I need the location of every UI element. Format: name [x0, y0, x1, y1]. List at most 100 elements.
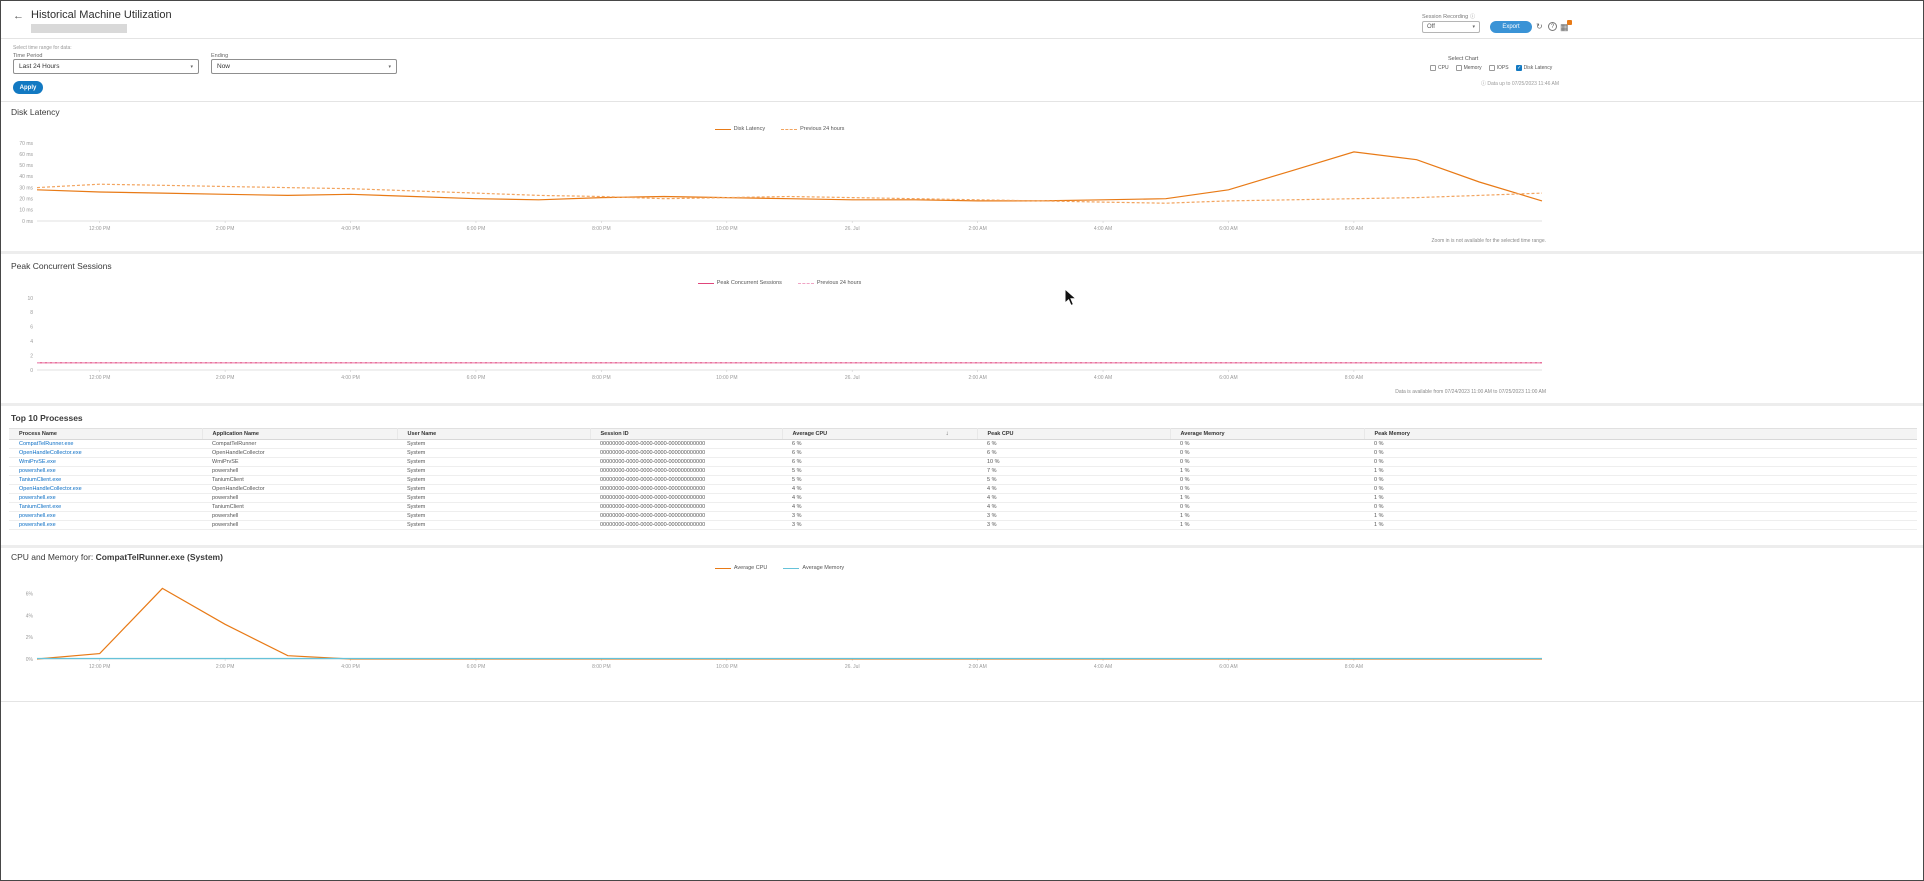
- svg-text:26. Jul: 26. Jul: [845, 375, 860, 381]
- process-name-link[interactable]: powershell.exe: [9, 511, 202, 521]
- footer-divider: [1, 701, 1923, 702]
- svg-text:10: 10: [27, 296, 33, 302]
- select-chart-label: Select Chart: [1448, 56, 1479, 62]
- legend-line-swatch: [797, 282, 814, 284]
- legend-item[interactable]: Previous 24 hours: [781, 126, 844, 132]
- svg-text:6:00 AM: 6:00 AM: [1219, 226, 1237, 232]
- table-cell: CompatTelRunner: [202, 439, 397, 449]
- session-recording-label: Session Recording ⓘ: [1422, 13, 1475, 21]
- machine-name-redacted: [31, 24, 127, 33]
- legend-item[interactable]: Average Memory: [783, 565, 844, 571]
- process-name-link[interactable]: powershell.exe: [9, 520, 202, 530]
- chart-option-label: IOPS: [1496, 65, 1509, 71]
- table-row[interactable]: WmiPrvSE.exe WmiPrvSE System 00000000-0000-…: [9, 457, 1917, 467]
- svg-text:6%: 6%: [26, 592, 34, 598]
- table-cell: 4 %: [782, 493, 977, 503]
- svg-text:4: 4: [30, 339, 33, 345]
- ending-dropdown[interactable]: Now ▾: [211, 59, 397, 74]
- section-separator: [1, 545, 1923, 548]
- section-separator: [1, 403, 1923, 406]
- table-cell: 1 %: [1364, 511, 1917, 521]
- time-range-caption: Select time range for data:: [13, 45, 72, 51]
- legend-label: Disk Latency: [733, 126, 766, 132]
- process-table: Process Name Application Name User Name Ses…: [9, 428, 1917, 530]
- chart-option-memory[interactable]: Memory: [1455, 65, 1482, 71]
- back-arrow-icon[interactable]: ←: [13, 10, 24, 22]
- zoom-note: Zoom in is not available for the selecte…: [1431, 238, 1546, 244]
- process-name-link[interactable]: TaniumClient.exe: [9, 502, 202, 512]
- svg-text:20 ms: 20 ms: [19, 197, 33, 203]
- column-header-session-id[interactable]: Session ID: [590, 428, 783, 440]
- data-up-to: ⓘ Data up to 07/25/2023 11:46 AM: [1381, 80, 1559, 87]
- legend-label: Average Memory: [802, 565, 845, 571]
- svg-text:60 ms: 60 ms: [19, 152, 33, 158]
- apply-button[interactable]: Apply: [13, 81, 43, 94]
- column-header-peak-memory[interactable]: Peak Memory: [1364, 428, 1917, 440]
- column-header-average-cpu[interactable]: Average CPU ↓: [782, 428, 978, 440]
- table-cell: 00000000-0000-0000-0000-000000000000: [590, 493, 782, 503]
- column-header-user-name[interactable]: User Name: [397, 428, 591, 440]
- chart-option-disk-latency[interactable]: Disk Latency: [1515, 65, 1552, 71]
- process-name-link[interactable]: powershell.exe: [9, 493, 202, 503]
- legend-item[interactable]: Disk Latency: [714, 126, 766, 132]
- help-icon[interactable]: ?: [1548, 22, 1557, 31]
- table-row[interactable]: powershell.exe powershell System 00000000-0…: [9, 520, 1917, 530]
- table-row[interactable]: TaniumClient.exe TaniumClient System 000000…: [9, 502, 1917, 512]
- process-name-link[interactable]: TaniumClient.exe: [9, 475, 202, 485]
- cpu-mem-title-process: CompatTelRunner.exe (System): [95, 552, 223, 562]
- table-row[interactable]: powershell.exe powershell System 00000000-0…: [9, 493, 1917, 503]
- legend-item[interactable]: Average CPU: [714, 565, 767, 571]
- table-row[interactable]: powershell.exe powershell System 00000000-0…: [9, 466, 1917, 476]
- svg-text:2:00 PM: 2:00 PM: [216, 375, 235, 381]
- table-row[interactable]: powershell.exe powershell System 00000000-0…: [9, 511, 1917, 521]
- svg-text:70 ms: 70 ms: [19, 141, 33, 147]
- section-divider: [1, 101, 1923, 102]
- table-cell: powershell: [202, 493, 397, 503]
- time-period-dropdown[interactable]: Last 24 Hours ▾: [13, 59, 199, 74]
- column-header-average-memory[interactable]: Average Memory: [1170, 428, 1365, 440]
- table-cell: TaniumClient: [202, 475, 397, 485]
- chart-option-cpu[interactable]: CPU: [1430, 65, 1449, 71]
- legend-item[interactable]: Previous 24 hours: [797, 280, 861, 286]
- chart-option-list: CPU Memory IOPS Disk Latency: [1430, 65, 1552, 71]
- table-cell: 5 %: [782, 475, 977, 485]
- notifications-icon[interactable]: ▦: [1560, 20, 1572, 32]
- export-button[interactable]: Export: [1490, 21, 1532, 33]
- table-row[interactable]: OpenHandleCollector.exe OpenHandleCollect…: [9, 484, 1917, 494]
- table-row[interactable]: OpenHandleCollector.exe OpenHandleCollect…: [9, 448, 1917, 458]
- legend-item[interactable]: Peak Concurrent Sessions: [697, 280, 782, 286]
- checkbox-icon[interactable]: [1488, 65, 1495, 71]
- refresh-icon[interactable]: ↻: [1536, 22, 1543, 31]
- checkbox-icon[interactable]: [1455, 65, 1462, 71]
- table-cell: 00000000-0000-0000-0000-000000000000: [590, 475, 782, 485]
- table-row[interactable]: TaniumClient.exe TaniumClient System 000000…: [9, 475, 1917, 485]
- process-name-link[interactable]: OpenHandleCollector.exe: [9, 484, 202, 494]
- legend-line-swatch: [714, 567, 731, 569]
- cpu-mem-title: CPU and Memory for: CompatTelRunner.exe …: [11, 552, 223, 562]
- column-header-peak-cpu[interactable]: Peak CPU: [977, 428, 1171, 440]
- column-header-application-name[interactable]: Application Name: [202, 428, 398, 440]
- svg-text:2:00 AM: 2:00 AM: [968, 664, 986, 670]
- peak-sessions-title: Peak Concurrent Sessions: [11, 261, 112, 271]
- peak-sessions-chart: 10 8 6 4 2 0 12:00 PM 2:00 PM 4:00 PM 6:00 PM 8:00…: [27, 296, 1542, 381]
- process-name-link[interactable]: CompatTelRunner.exe: [9, 439, 202, 449]
- table-cell: 4 %: [977, 502, 1170, 512]
- svg-text:30 ms: 30 ms: [19, 185, 33, 191]
- svg-text:2:00 AM: 2:00 AM: [968, 375, 986, 381]
- checkbox-icon[interactable]: [1430, 65, 1436, 71]
- table-cell: powershell: [202, 511, 397, 521]
- process-name-link[interactable]: OpenHandleCollector.exe: [9, 448, 202, 458]
- checkbox-icon[interactable]: [1515, 65, 1522, 71]
- session-recording-dropdown[interactable]: Off ▾: [1422, 21, 1480, 33]
- table-row[interactable]: CompatTelRunner.exe CompatTelRunner System…: [9, 439, 1917, 449]
- process-name-link[interactable]: powershell.exe: [9, 466, 202, 476]
- table-cell: powershell: [202, 520, 397, 530]
- session-recording-value: Off: [1427, 24, 1435, 30]
- column-header-process-name[interactable]: Process Name: [9, 428, 203, 440]
- sort-descending-icon[interactable]: ↓: [945, 431, 949, 437]
- top-processes-title: Top 10 Processes: [11, 413, 83, 423]
- process-name-link[interactable]: WmiPrvSE.exe: [9, 457, 202, 467]
- chart-option-iops[interactable]: IOPS: [1488, 65, 1509, 71]
- table-cell: 0 %: [1170, 484, 1364, 494]
- disk-latency-title: Disk Latency: [11, 107, 60, 117]
